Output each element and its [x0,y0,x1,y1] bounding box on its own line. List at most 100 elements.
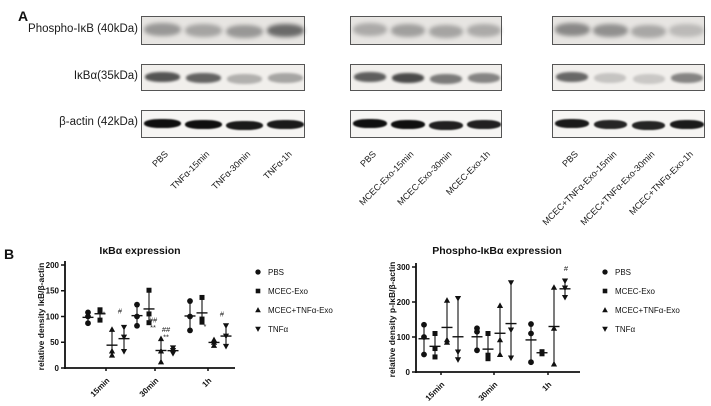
y-tick-label: 200 [46,261,60,270]
data-point [134,301,140,308]
protein-band [669,24,705,37]
blot-image [350,16,502,45]
lane-label: MCEC+TNFα-Exo-15min [540,149,619,228]
blot-image [350,64,502,91]
protein-band [352,23,388,36]
data-point [222,343,230,350]
data-point [146,287,152,293]
blot-row-label: β-actin (42kDa) [59,116,138,128]
data-point [421,321,427,328]
significance-annotation: ** [150,323,156,332]
significance-annotation: ## [149,316,158,325]
legend-marker [255,269,261,275]
data-point [454,349,462,356]
blot-image [141,16,305,45]
data-point [97,308,103,314]
legend-marker [255,307,261,313]
y-tick-label: 200 [397,298,411,307]
blot-image [141,110,305,138]
data-point [561,294,569,301]
protein-band [670,119,704,129]
y-tick-label: 50 [50,338,59,347]
data-point [539,351,545,357]
data-point [443,339,451,345]
blot-image [141,64,305,91]
legend-label: TNFα [615,325,636,334]
data-point [222,333,230,340]
protein-band [670,72,703,83]
protein-band [268,72,303,83]
data-point [507,355,515,362]
lane-label: TNFα-30min [209,149,253,192]
data-point [550,360,558,367]
data-point [169,347,177,354]
protein-band [145,71,180,82]
data-point [146,311,152,317]
data-point [421,351,427,358]
significance-annotation: # [220,310,225,319]
protein-band [390,24,426,37]
data-point [146,320,152,326]
legend-marker [602,269,608,275]
data-point [528,359,534,366]
protein-band [631,120,666,130]
protein-band [225,25,264,38]
panel-a-label: A [18,8,29,24]
data-point [97,317,103,323]
lane-label: PBS [560,149,581,169]
protein-band [392,72,424,83]
y-tick-label: 100 [46,312,60,321]
protein-band [184,24,223,37]
data-point [120,324,128,331]
data-point [210,342,218,348]
protein-band [555,118,589,128]
data-point [134,313,140,320]
y-axis-label: relative density p-IκB/β-actin [387,262,397,378]
ikba-expression-chart: IκBα expression relative density IκB/β-ac… [36,245,333,399]
legend-marker [255,288,261,294]
data-point [561,278,569,285]
data-point [157,358,165,365]
data-point [421,334,427,340]
data-point [432,354,438,360]
protein-band [632,73,665,84]
data-point [432,346,438,352]
x-tick-label: 30min [477,380,500,403]
protein-band [186,72,221,83]
legend-marker [602,307,608,313]
protein-band [428,25,464,38]
data-point [474,347,480,354]
data-point [485,331,491,336]
legend-label: MCEC+TNFα-Exo [615,306,680,315]
protein-band [266,24,305,37]
blot-row-label: Phospho-IκB (40kDa) [28,22,138,35]
blot-row-label: IκBα(35kDa) [73,69,138,82]
x-tick-label: 30min [138,376,161,399]
protein-band [391,119,425,129]
data-point [120,349,128,355]
data-point [108,347,116,354]
data-point [157,335,165,342]
data-point [187,298,193,304]
protein-band [429,120,463,130]
significance-annotation: ** [163,333,169,342]
x-tick-label: 15min [424,380,447,403]
chart-title: Phospho-IκBα expression [432,245,562,257]
data-point [443,297,451,303]
legend-label: PBS [615,268,631,277]
significance-annotation: # [564,264,569,273]
data-point [210,339,218,345]
blot-image [552,16,705,45]
data-point [454,296,462,302]
significance-annotation: * [204,322,207,331]
data-point [85,320,91,327]
legend-label: TNFα [268,325,289,334]
data-point [134,322,140,329]
lane-label: MCEC+TNFα-Exo-1h [627,149,695,217]
protein-band [631,25,667,38]
x-tick-label: 15min [89,376,112,399]
y-tick-label: 0 [55,364,60,373]
data-point [485,352,491,358]
data-point [507,280,515,286]
legend-label: PBS [268,268,284,277]
